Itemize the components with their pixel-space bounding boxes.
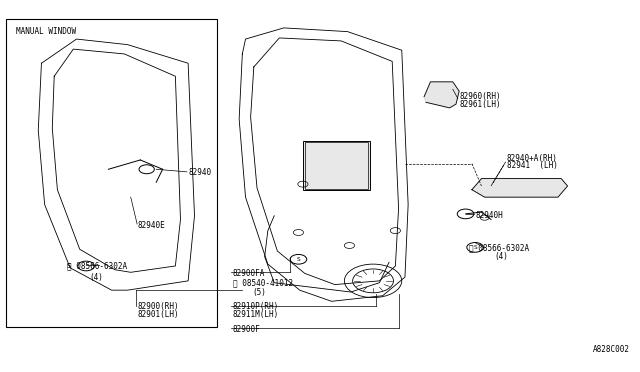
Text: S: S — [67, 263, 71, 269]
Text: (4): (4) — [494, 252, 508, 261]
Text: 82961(LH): 82961(LH) — [459, 100, 500, 109]
Text: 82900F: 82900F — [233, 325, 260, 334]
Bar — [305, 142, 368, 189]
Text: Ⓢ 08566-6302A: Ⓢ 08566-6302A — [67, 262, 127, 270]
Text: 82910P(RH): 82910P(RH) — [233, 302, 279, 311]
Text: 82960(RH): 82960(RH) — [459, 92, 500, 101]
Polygon shape — [424, 82, 459, 108]
Text: Ⓢ 08540-41012: Ⓢ 08540-41012 — [233, 278, 293, 287]
Text: 82940E: 82940E — [137, 221, 165, 230]
Text: 82911M(LH): 82911M(LH) — [233, 310, 279, 319]
Text: (5): (5) — [252, 288, 266, 296]
Text: 82941  (LH): 82941 (LH) — [507, 161, 558, 170]
Text: S: S — [296, 257, 300, 262]
Text: 82940H: 82940H — [475, 211, 503, 220]
Text: 82940+A(RH): 82940+A(RH) — [507, 154, 558, 163]
Bar — [6, 19, 217, 327]
Text: 82940: 82940 — [188, 169, 211, 177]
Polygon shape — [472, 179, 568, 197]
Text: MANUAL WINDOW: MANUAL WINDOW — [16, 27, 76, 36]
Bar — [303, 141, 370, 190]
Text: S: S — [473, 245, 477, 250]
Text: 82900FA: 82900FA — [233, 269, 265, 278]
Text: 82901(LH): 82901(LH) — [137, 310, 179, 319]
Text: 82900(RH): 82900(RH) — [137, 302, 179, 311]
Text: (4): (4) — [90, 273, 103, 282]
Text: Ⓢ 08566-6302A: Ⓢ 08566-6302A — [468, 243, 529, 252]
Text: A828C002: A828C002 — [593, 345, 630, 354]
